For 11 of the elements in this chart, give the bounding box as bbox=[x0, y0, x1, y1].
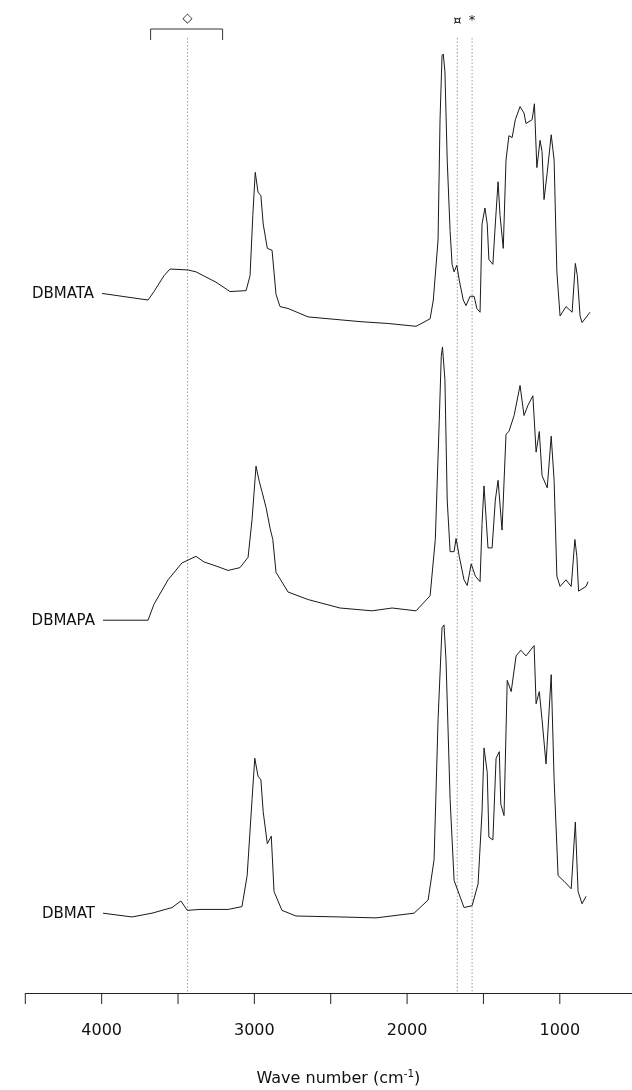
series-label: DBMAT bbox=[41, 904, 96, 923]
x-axis-title: Wave number (cm$^{-1}$) bbox=[256, 1067, 421, 1087]
ref-line-label: ¤ bbox=[453, 12, 462, 27]
series-label: DBMAPA bbox=[31, 611, 96, 630]
x-tick-label: 1000 bbox=[539, 1020, 581, 1040]
ref-line-label: * bbox=[468, 12, 476, 27]
x-tick-label: 4000 bbox=[81, 1020, 123, 1040]
x-tick-label: 2000 bbox=[386, 1020, 428, 1040]
ref-line-label: ◇ bbox=[182, 10, 193, 25]
x-tick-label: 3000 bbox=[234, 1020, 275, 1040]
series-label: DBMATA bbox=[31, 284, 95, 303]
